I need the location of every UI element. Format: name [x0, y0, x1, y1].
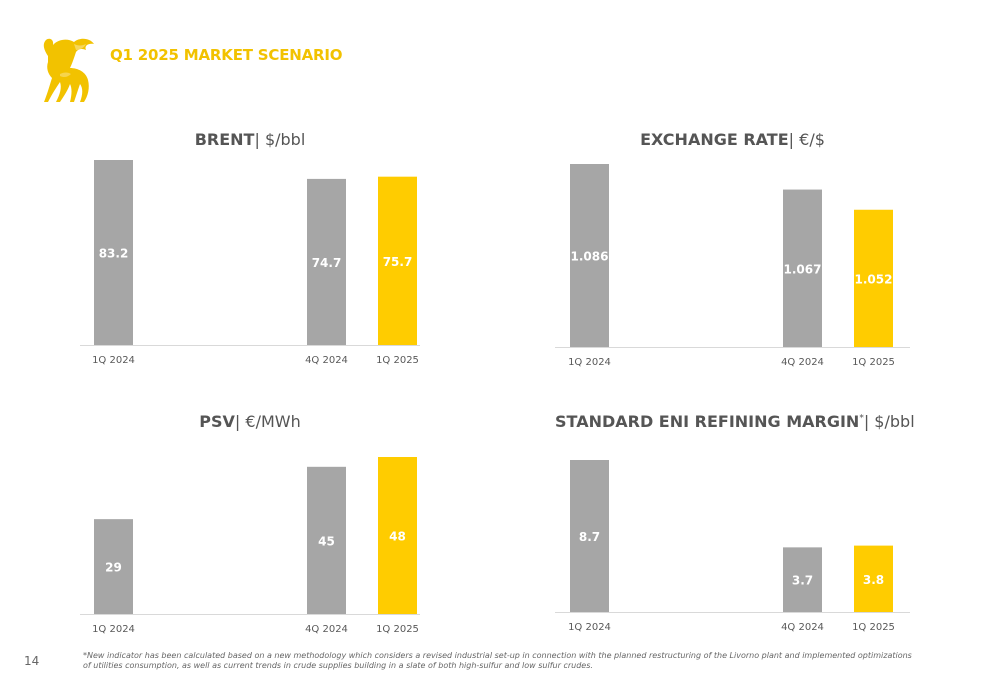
- category-label: 4Q 2024: [305, 355, 348, 366]
- chart-title-bold: PSV: [199, 412, 235, 431]
- category-label: 4Q 2024: [781, 357, 824, 368]
- data-label: 45: [318, 534, 335, 548]
- data-label: 29: [105, 561, 122, 575]
- chart-title: BRENT| $/bbl: [80, 130, 420, 149]
- data-label: 1.052: [855, 272, 893, 286]
- bar-1q-2025: [854, 209, 893, 347]
- bar-4q-2024: [783, 547, 822, 612]
- category-label: 4Q 2024: [305, 624, 348, 635]
- data-label: 3.8: [863, 573, 884, 587]
- bar-4q-2024: [307, 466, 346, 614]
- chart-title-bold: STANDARD ENI REFINING MARGIN: [555, 412, 860, 431]
- chart-panel-psv: PSV| €/MWh 29 1Q 2024 45 4Q 2024 48 1Q 2025: [80, 408, 420, 643]
- six-legged-dog-logo-icon: [43, 38, 94, 102]
- category-label: 1Q 2025: [376, 355, 419, 366]
- bar-1q-2025: [854, 545, 893, 612]
- chart-title-unit: | $/bbl: [863, 412, 915, 431]
- data-label: 75.7: [383, 255, 413, 269]
- chart-title-sup: *: [859, 413, 864, 424]
- bar-1q-2024: [570, 164, 609, 347]
- chart-title-unit: | $/bbl: [254, 130, 306, 149]
- chart-panel-exchange-rate: EXCHANGE RATE| €/$ 1.086 1Q 2024 1.067 4Q 2…: [555, 126, 910, 371]
- data-label: 83.2: [99, 247, 129, 261]
- bar-1q-2025: [378, 176, 417, 345]
- category-label: 1Q 2024: [568, 622, 611, 633]
- chart-title: STANDARD ENI REFINING MARGIN*| $/bbl: [555, 412, 915, 431]
- chart-title-bold: EXCHANGE RATE: [640, 130, 789, 149]
- category-label: 1Q 2024: [92, 355, 135, 366]
- data-label: 1.086: [571, 250, 609, 264]
- chart-title-unit: | €/$: [788, 130, 825, 149]
- chart-title-unit: | €/MWh: [234, 412, 301, 431]
- bar-4q-2024: [783, 189, 822, 347]
- exchange-rate-chart: 1.086 1Q 2024 1.067 4Q 2024 1.052 1Q 2025: [555, 164, 910, 368]
- bar-1q-2024: [94, 160, 133, 345]
- data-label: 48: [389, 530, 406, 544]
- bar-1q-2024: [570, 460, 609, 612]
- page-number: 14: [24, 654, 40, 668]
- refining-margin-chart: 8.7 1Q 2024 3.7 4Q 2024 3.8 1Q 2025: [555, 460, 910, 633]
- brent-chart: 83.2 1Q 2024 74.7 4Q 2024 75.7 1Q 2025: [80, 160, 420, 366]
- data-label: 74.7: [312, 256, 342, 270]
- category-label: 1Q 2025: [852, 622, 895, 633]
- page-title: Q1 2025 MARKET SCENARIO: [110, 46, 343, 64]
- chart-title-bold: BRENT: [194, 130, 255, 149]
- chart-title: EXCHANGE RATE| €/$: [555, 130, 910, 149]
- category-label: 4Q 2024: [781, 622, 824, 633]
- data-label: 3.7: [792, 574, 813, 588]
- chart-panel-refining-margin: STANDARD ENI REFINING MARGIN*| $/bbl 8.7…: [555, 408, 915, 643]
- bar-1q-2024: [94, 519, 133, 614]
- chart-title: PSV| €/MWh: [80, 412, 420, 431]
- footnote: *New indicator has been calculated based…: [83, 651, 912, 670]
- data-label: 8.7: [579, 530, 600, 544]
- category-label: 1Q 2025: [376, 624, 419, 635]
- bar-4q-2024: [307, 178, 346, 345]
- data-label: 1.067: [784, 262, 822, 276]
- category-label: 1Q 2024: [568, 357, 611, 368]
- psv-chart: 29 1Q 2024 45 4Q 2024 48 1Q 2025: [80, 457, 420, 635]
- bar-1q-2025: [378, 457, 417, 614]
- category-label: 1Q 2025: [852, 357, 895, 368]
- category-label: 1Q 2024: [92, 624, 135, 635]
- chart-panel-brent: BRENT| $/bbl 83.2 1Q 2024 74.7 4Q 2024 75.7 1…: [80, 126, 420, 371]
